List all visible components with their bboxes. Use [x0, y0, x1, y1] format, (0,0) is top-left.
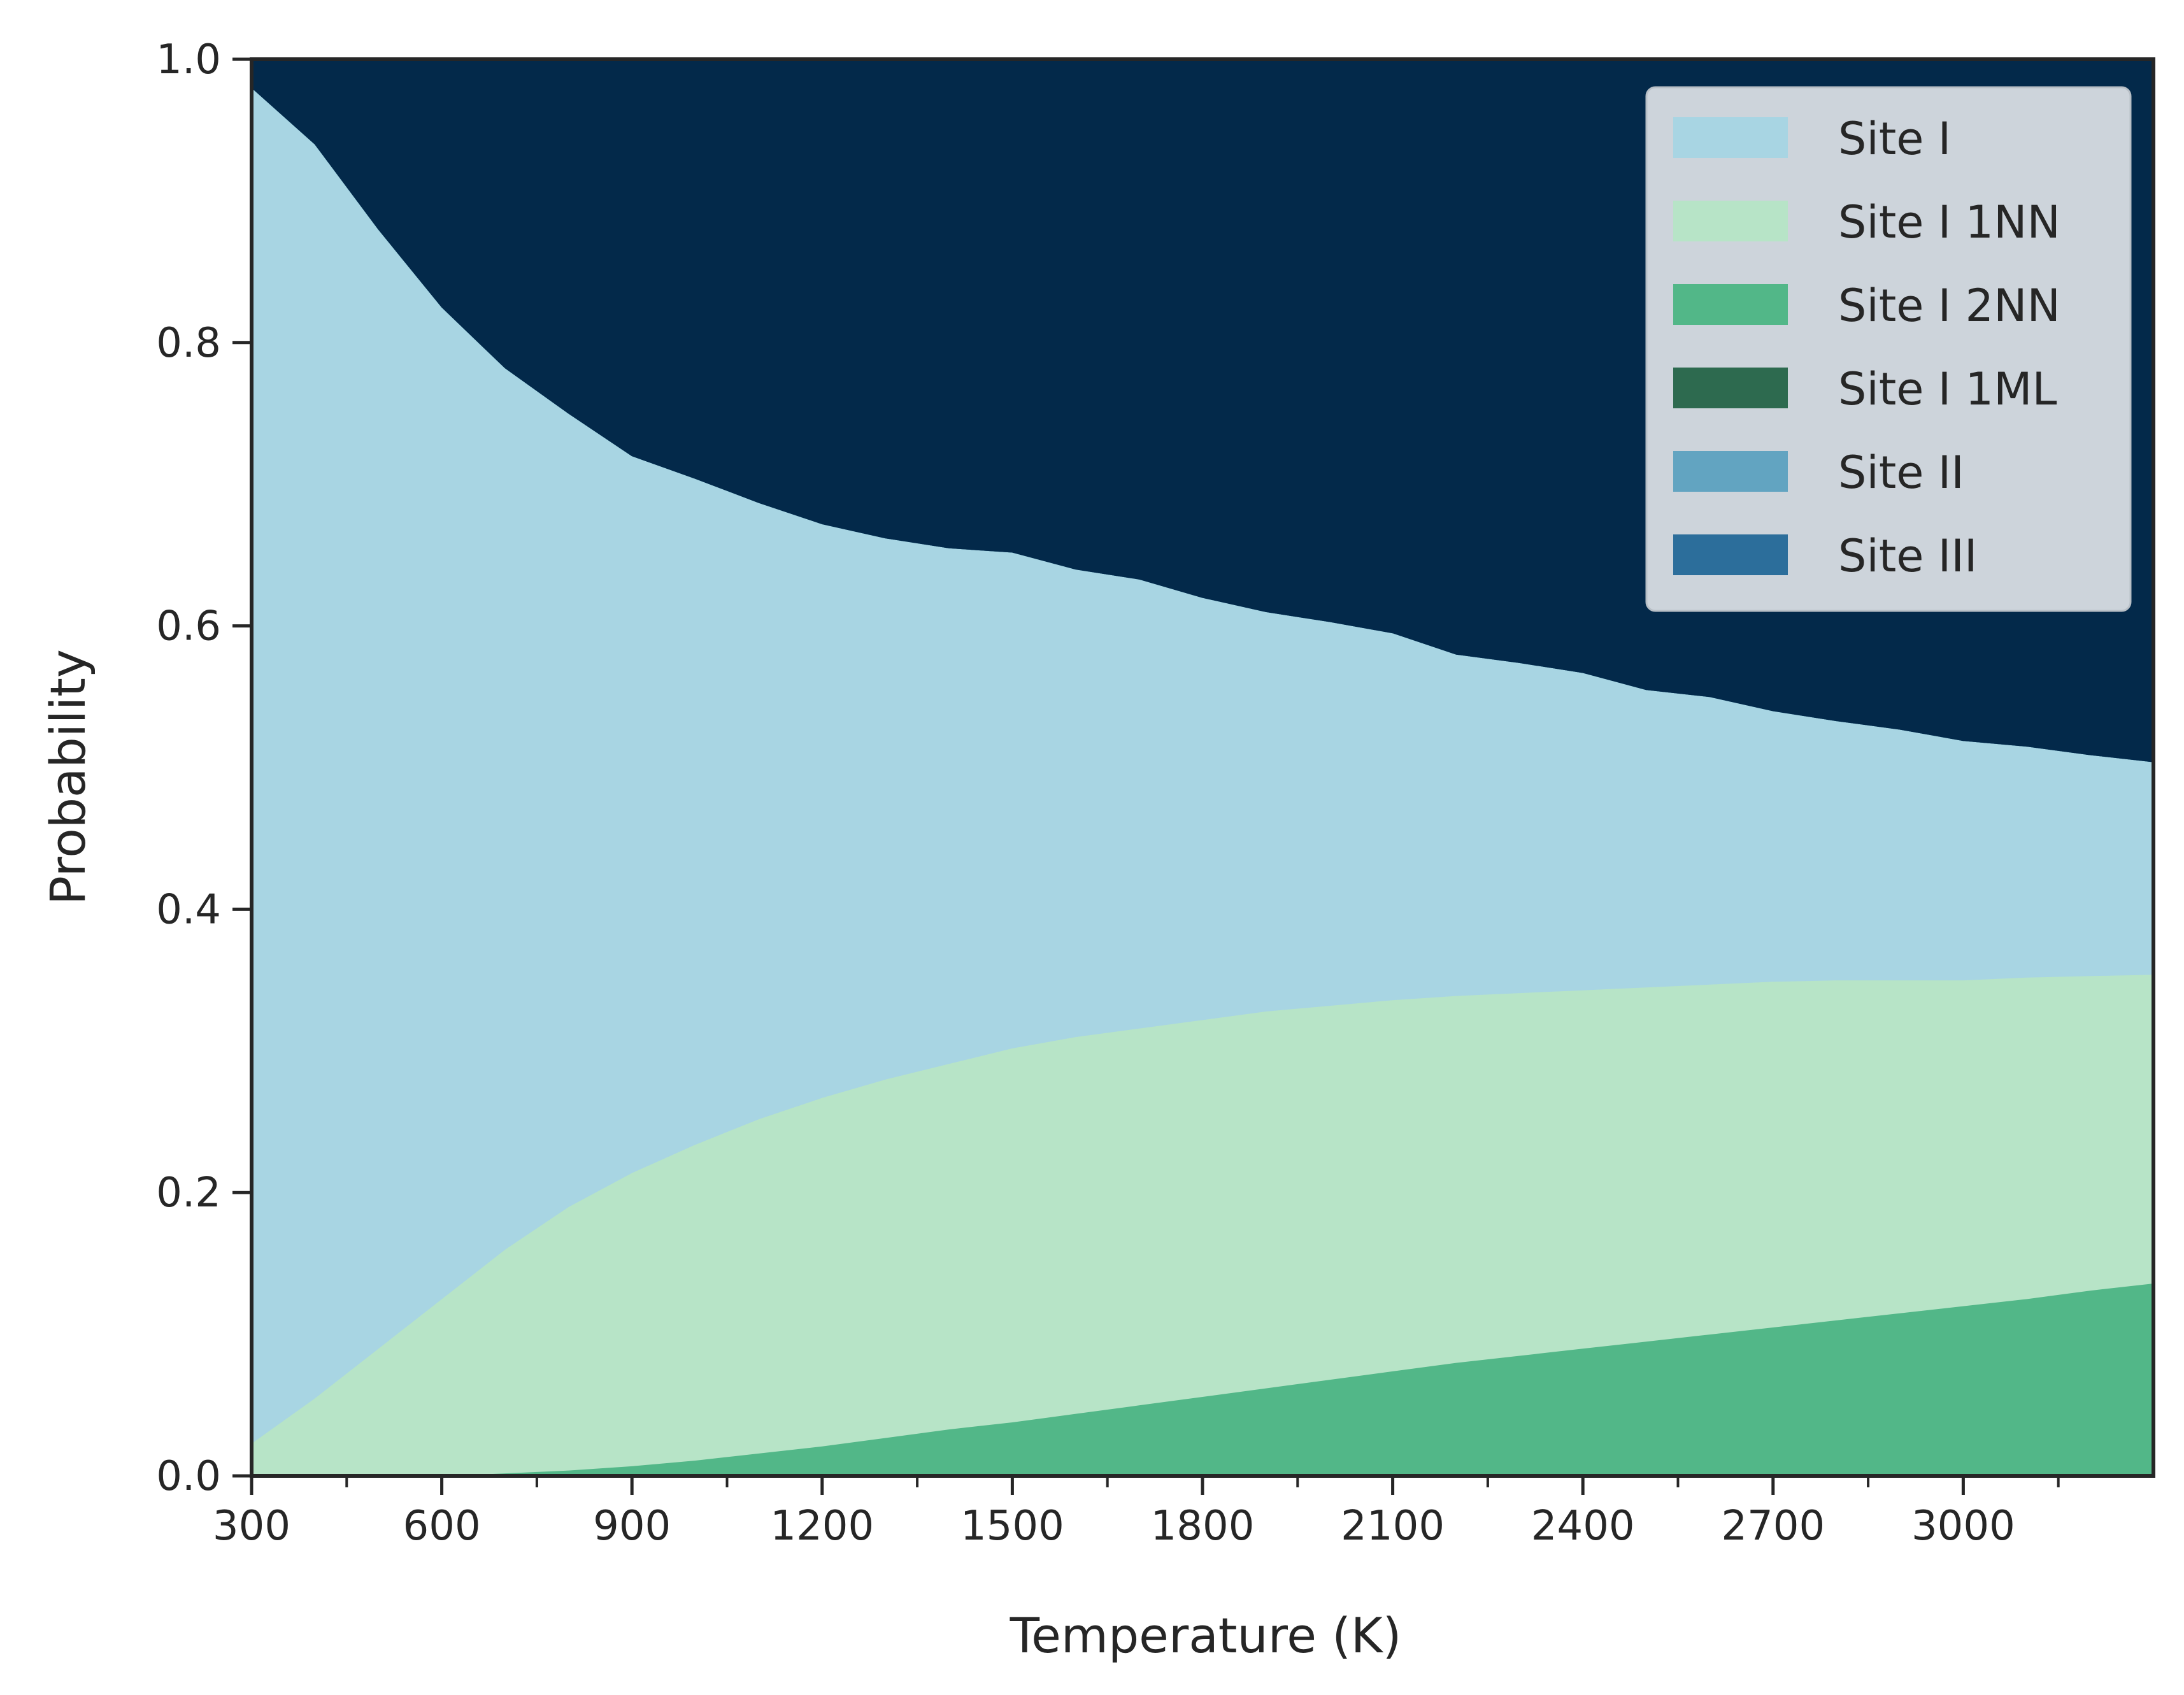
x-tick-label: 1800	[1151, 1503, 1255, 1550]
x-tick-label: 2400	[1531, 1503, 1635, 1550]
x-tick-label: 600	[403, 1503, 481, 1550]
y-tick-label: 0.0	[156, 1453, 221, 1500]
legend-label-site-i-1nn: Site I 1NN	[1838, 196, 2060, 248]
legend-swatch-site-i-1nn	[1673, 201, 1788, 241]
x-tick-label: 1200	[770, 1503, 874, 1550]
x-tick-label: 300	[213, 1503, 290, 1550]
x-axis-title: Temperature (K)	[1010, 1607, 1402, 1664]
y-axis-ticks: 0.0 0.2 0.4 0.6 0.8 1.0	[156, 36, 252, 1500]
legend-swatch-site-iii	[1673, 534, 1788, 575]
x-tick-label: 2700	[1721, 1503, 1825, 1550]
y-tick-label: 0.6	[156, 603, 221, 650]
legend-label-site-i-2nn: Site I 2NN	[1838, 280, 2060, 332]
legend-swatch-site-ii	[1673, 451, 1788, 492]
legend: Site I Site I 1NN Site I 2NN Site I 1ML Site…	[1645, 86, 2132, 612]
y-tick-label: 1.0	[156, 36, 221, 83]
y-tick-label: 0.4	[156, 886, 221, 933]
x-tick-label: 2100	[1341, 1503, 1445, 1550]
y-axis-title: Probability	[39, 649, 96, 905]
y-tick-label: 0.2	[156, 1169, 221, 1217]
legend-label-site-iii: Site III	[1838, 530, 1978, 582]
y-tick-label: 0.8	[156, 320, 221, 367]
legend-swatch-site-i-1ml	[1673, 368, 1788, 408]
x-tick-label: 3000	[1911, 1503, 2015, 1550]
x-tick-label: 900	[593, 1503, 671, 1550]
x-axis-ticks: 300 600 900 1200 1500 1800 2100 2400 2700 3000	[213, 1476, 2060, 1550]
legend-label-site-i-1ml: Site I 1ML	[1838, 363, 2057, 415]
legend-swatch-site-i-2nn	[1673, 284, 1788, 325]
x-tick-label: 1500	[960, 1503, 1064, 1550]
legend-label-site-ii: Site II	[1838, 447, 1964, 499]
legend-swatch-site-i	[1673, 117, 1788, 158]
legend-label-site-i: Site I	[1838, 113, 1951, 165]
